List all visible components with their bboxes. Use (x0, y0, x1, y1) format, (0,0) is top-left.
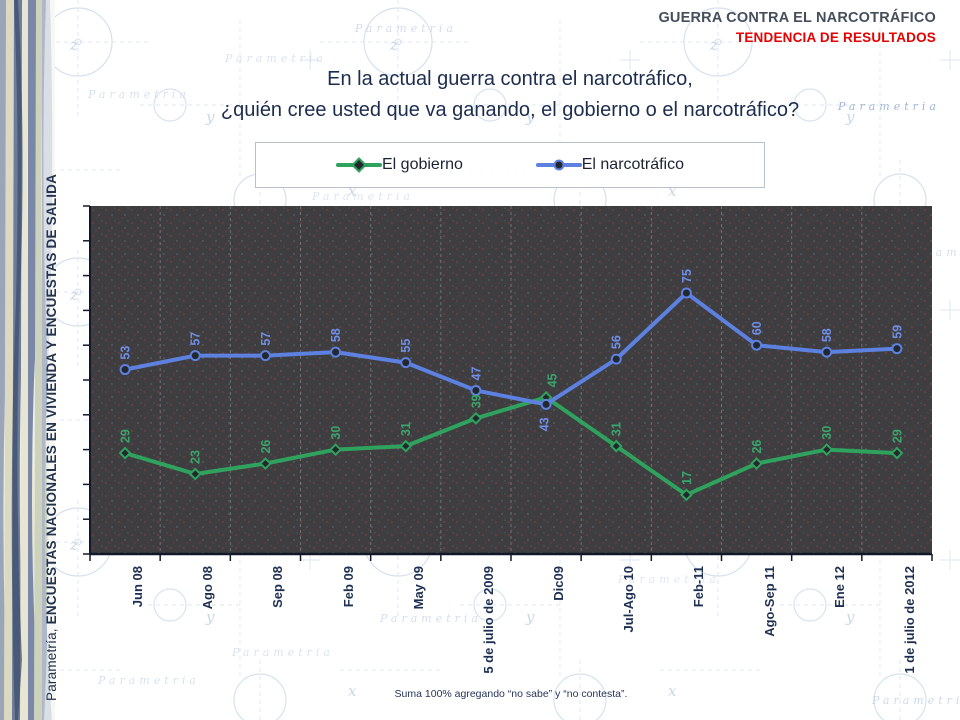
svg-text:58: 58 (820, 328, 834, 342)
sidebar-caption-regular: Parametría, (44, 624, 59, 701)
svg-text:45: 45 (546, 373, 560, 387)
x-axis-label: Feb-11 (691, 566, 707, 608)
svg-text:17: 17 (680, 471, 694, 485)
x-axis-label: Jun 08 (130, 566, 146, 608)
legend-item-gobierno: El gobierno (336, 156, 463, 174)
svg-text:57: 57 (259, 332, 273, 346)
svg-text:30: 30 (329, 426, 343, 440)
watermark-text: Parametria (312, 190, 414, 203)
legend-swatch-gobierno (336, 157, 382, 173)
svg-text:56: 56 (610, 335, 624, 349)
x-axis-label: 5 de julio de 2009 (480, 566, 496, 674)
watermark-text: Parametria (872, 694, 960, 707)
question-title-line2: ¿quién cree usted que va ganando, el gob… (220, 99, 800, 121)
legend-swatch-narcotrafico (535, 159, 582, 171)
x-axis-label: 1 de julio de 2012 (901, 566, 917, 674)
sidebar-caption: Parametría, ENCUESTAS NACIONALES EN VIVI… (44, 174, 59, 701)
plot-svg: 29 23 26 30 31 39 45 31 17 26 30 29 53 57 57 58 55 47 43 56… (83, 205, 933, 561)
chart-question-title: En la actual guerra contra el narcotráfi… (60, 64, 960, 126)
svg-text:75: 75 (680, 269, 694, 283)
x-axis-label: Feb 09 (340, 566, 356, 608)
header-title: GUERRA CONTRA EL NARCOTRÁFICO (658, 10, 936, 26)
watermark-text: Parametria (88, 88, 190, 101)
watermark-text: Parametria (232, 646, 334, 659)
legend-diamond-marker (351, 157, 367, 173)
watermark-text: Parametria (355, 22, 457, 35)
x-axis-label: Ene 12 (831, 566, 847, 608)
svg-text:58: 58 (329, 328, 343, 342)
watermark-text: Parametria (838, 100, 940, 113)
svg-text:31: 31 (399, 422, 413, 436)
svg-text:39: 39 (469, 394, 483, 408)
x-axis-label: Jul-Ago 10 (621, 566, 637, 633)
svg-text:57: 57 (189, 332, 203, 346)
svg-text:43: 43 (538, 417, 552, 431)
sidebar-caption-bold: ENCUESTAS NACIONALES EN VIVIENDA Y ENCUE… (44, 173, 59, 625)
chart-legend: El gobierno El narcotráfico (255, 142, 765, 188)
header-subtitle: TENDENCIA DE RESULTADOS (735, 30, 936, 45)
svg-text:30: 30 (820, 426, 834, 440)
svg-text:53: 53 (119, 346, 133, 360)
svg-text:23: 23 (189, 450, 203, 464)
x-axis-label: Ago-Sep 11 (761, 566, 777, 637)
sidebar-artwork (0, 0, 55, 720)
chart-plot: 29 23 26 30 31 39 45 31 17 26 30 29 53 57 57 58 55 47 43 56… (83, 205, 933, 561)
svg-text:31: 31 (610, 422, 624, 436)
question-title-line1: En la actual guerra contra el narcotráfi… (327, 68, 693, 90)
legend-label-gobierno: El gobierno (382, 156, 463, 173)
watermark-text: Parametria (618, 573, 720, 586)
x-axis-label: Sep 08 (270, 566, 286, 608)
svg-text:59: 59 (890, 325, 904, 339)
svg-text:29: 29 (890, 429, 904, 443)
svg-text:60: 60 (750, 321, 764, 335)
legend-circle-marker (553, 159, 565, 171)
svg-text:26: 26 (750, 440, 764, 454)
x-axis-label: May 09 (410, 566, 426, 610)
chart-footnote: Suma 100% agregando “no sabe” y “no cont… (394, 688, 628, 700)
watermark-text: Parametria (98, 674, 200, 687)
legend-item-narcotrafico: El narcotráfico (535, 156, 684, 174)
watermark-text: Parametria (380, 612, 482, 625)
svg-text:55: 55 (399, 339, 413, 353)
svg-text:47: 47 (469, 366, 483, 380)
header: GUERRA CONTRA EL NARCOTRÁFICO TENDENCIA … (658, 9, 936, 47)
legend-label-narcotrafico: El narcotráfico (581, 156, 684, 173)
svg-text:29: 29 (119, 429, 133, 443)
svg-text:26: 26 (259, 440, 273, 454)
watermark-text: Parametria (225, 52, 327, 65)
x-axis-label: Ago 08 (200, 566, 216, 610)
x-axis-label: Dic09 (551, 566, 567, 601)
